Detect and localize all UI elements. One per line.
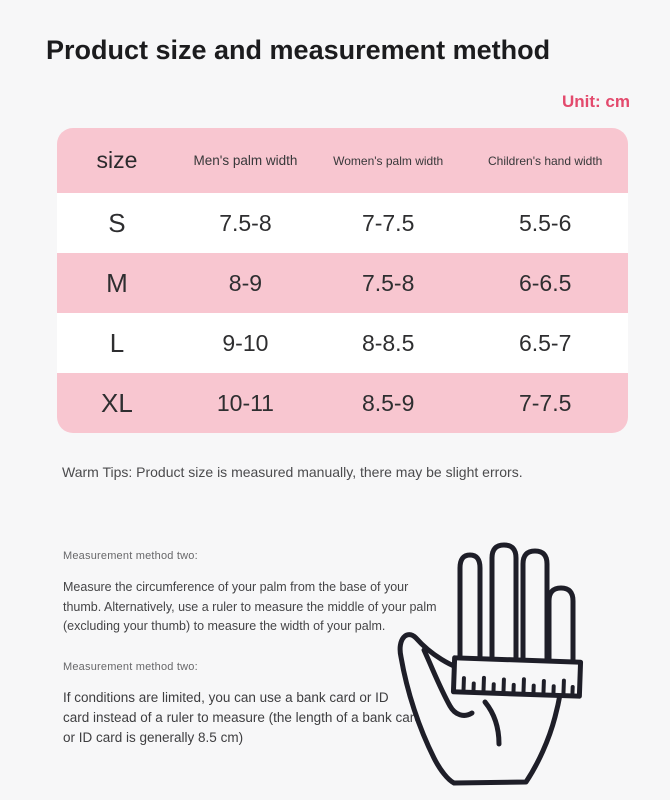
size-cell: M [106, 267, 128, 298]
men-value: 7.5-8 [219, 209, 272, 236]
header-cell-women: Women's palm width [333, 153, 444, 168]
table-row-m: M 8-9 7.5-8 6-6.5 [57, 253, 628, 313]
method-2-label: Measurement method two: [63, 661, 198, 673]
men-value: 9-10 [222, 329, 269, 356]
women-value: 7.5-8 [361, 269, 415, 296]
header-cell-men: Men's palm width [193, 153, 298, 168]
women-value: 8-8.5 [361, 329, 415, 356]
method-2-line: card instead of a ruler to measure (the … [63, 710, 422, 725]
table-header-row: size Men's palm width Women's palm width… [57, 128, 628, 193]
table-row-l: L 9-10 8-8.5 6.5-7 [57, 313, 628, 373]
size-table: size Men's palm width Women's palm width… [57, 128, 628, 433]
men-value: 10-11 [216, 389, 274, 416]
method-2-line: or ID card is generally 8.5 cm) [63, 730, 244, 745]
size-cell: S [108, 207, 126, 238]
method-2-text: If conditions are limited, you can use a… [63, 688, 422, 748]
table-row-xl: XL 10-11 8.5-9 7-7.5 [57, 373, 628, 433]
women-value: 7-7.5 [361, 209, 415, 236]
women-value: 8.5-9 [361, 389, 415, 416]
unit-label: Unit: cm [562, 92, 630, 111]
size-cell: XL [101, 387, 133, 418]
header-cell-size: size [96, 147, 138, 173]
method-1-line: Measure the circumference of your palm f… [63, 580, 409, 594]
page-title: Product size and measurement method [46, 35, 551, 66]
header-cell-children: Children's hand width [488, 153, 603, 168]
table-row-s: S 7.5-8 7-7.5 5.5-6 [57, 193, 628, 253]
hand-with-ruler-icon [397, 542, 584, 786]
method-1-label: Measurement method two: [63, 550, 198, 562]
method-1-text: Measure the circumference of your palm f… [63, 578, 437, 637]
children-value: 7-7.5 [518, 389, 572, 416]
children-value: 6.5-7 [518, 329, 572, 356]
method-2-line: If conditions are limited, you can use a… [63, 690, 389, 705]
size-cell: L [109, 327, 125, 358]
method-1-line: thumb. Alternatively, use a ruler to mea… [63, 599, 437, 614]
method-1-line: (excluding your thumb) to measure the wi… [63, 619, 386, 633]
children-value: 5.5-6 [518, 209, 572, 236]
warm-tips-note: Warm Tips: Product size is measured manu… [62, 464, 523, 480]
children-value: 6-6.5 [518, 269, 572, 296]
men-value: 8-9 [228, 269, 263, 296]
